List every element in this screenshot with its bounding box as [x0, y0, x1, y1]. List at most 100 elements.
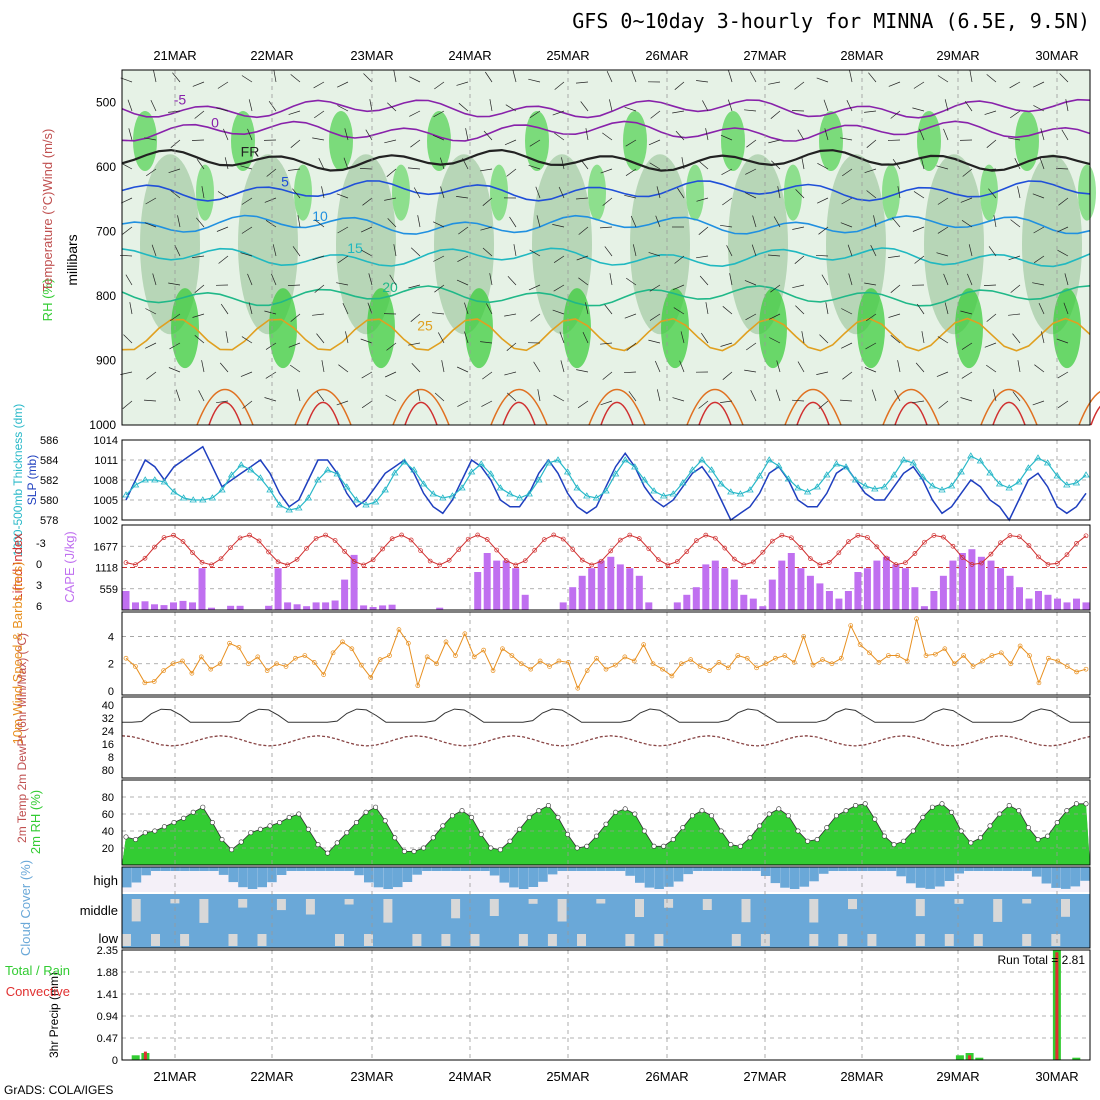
- wind-barb: [313, 110, 325, 119]
- wind-barb: [507, 275, 517, 286]
- cloud-high-bar: [218, 867, 229, 875]
- cloud-high-bar: [286, 867, 297, 871]
- lifted-marker: [674, 559, 680, 564]
- wind-barb: [1039, 157, 1045, 170]
- cloud-high-bar: [228, 867, 238, 883]
- lifted-marker: [294, 556, 300, 562]
- wind-barb: [1032, 282, 1045, 286]
- thickness-marker: [679, 479, 687, 486]
- rh-shade-high: [269, 288, 297, 369]
- rh2m-marker: [469, 814, 475, 820]
- wind-marker: [678, 661, 684, 667]
- wind-barb: [384, 139, 397, 144]
- cloud-gap-low: [518, 934, 528, 946]
- thickness-marker: [794, 484, 802, 491]
- wind-barb: [361, 371, 373, 379]
- cloud-high-bar: [838, 867, 848, 871]
- wind-barb: [150, 99, 157, 112]
- wind-barb: [489, 99, 493, 112]
- wind-barb: [316, 391, 325, 402]
- wind-barb: [168, 367, 181, 373]
- wind-barb: [937, 75, 949, 83]
- lifted-marker: [693, 538, 699, 543]
- wind-marker: [274, 661, 279, 667]
- wind-barb: [752, 215, 757, 228]
- thickness-marker: [592, 494, 601, 501]
- cape-bar: [825, 591, 833, 610]
- thickness-marker: [506, 490, 514, 497]
- thickness-marker: [746, 486, 754, 493]
- rh-shade-high: [857, 288, 885, 369]
- wind-barb: [268, 100, 277, 112]
- wind-barb: [604, 246, 613, 257]
- precip-total-bar: [1072, 1057, 1081, 1060]
- temp-arc-30: [490, 389, 548, 426]
- thickness-marker: [179, 494, 188, 501]
- wind-barb: [825, 302, 829, 315]
- date-label-bottom: 30MAR: [1035, 1069, 1078, 1084]
- wind-barb: [649, 162, 661, 170]
- wind-barb: [321, 186, 325, 199]
- cape-bar: [968, 549, 976, 610]
- wind-barb: [410, 313, 421, 322]
- wind-barb: [241, 75, 253, 83]
- wind-barb: [264, 310, 277, 315]
- lifted-marker: [646, 546, 652, 552]
- wind-marker: [820, 657, 825, 662]
- cape-bar: [141, 601, 149, 610]
- date-label-top: 26MAR: [645, 48, 688, 63]
- cape-bar: [189, 602, 196, 610]
- wind-barb: [823, 99, 829, 112]
- date-label-bottom: 21MAR: [153, 1069, 196, 1084]
- wind-barb: [985, 364, 997, 373]
- wind-marker: [791, 660, 797, 665]
- thickness-marker: [909, 459, 917, 466]
- wind-marker: [518, 661, 524, 667]
- cloud-high-bar: [896, 867, 906, 877]
- wind-barb: [224, 157, 229, 170]
- wind-marker: [293, 655, 298, 661]
- rh-shade-high: [588, 164, 606, 221]
- rh2m-marker: [449, 813, 455, 819]
- wind-barb: [321, 360, 325, 373]
- wind-barb: [624, 313, 637, 319]
- wind-marker: [631, 658, 637, 664]
- wind-barb: [794, 81, 805, 90]
- cloud-gap-low: [973, 934, 983, 946]
- wind-marker: [801, 634, 806, 639]
- wind-barb: [674, 81, 685, 90]
- lifted-marker: [351, 559, 357, 564]
- cloud-gap-middle: [344, 899, 354, 905]
- thickness-marker: [563, 468, 572, 475]
- wind-barb: [984, 110, 997, 115]
- wind-barb: [961, 342, 973, 350]
- lifted-panel-frame: [121, 524, 1091, 611]
- cloud-high-bar: [644, 867, 655, 888]
- thickness-marker: [333, 470, 341, 477]
- wind-barb: [967, 273, 973, 286]
- precip-axis-label: 3hr Precip (mm): [47, 972, 61, 1058]
- cape-bar: [740, 594, 748, 610]
- precip-total-bar: [131, 1055, 140, 1060]
- temp-arc-30: [294, 389, 352, 426]
- thickness-marker: [247, 466, 255, 473]
- wind-marker: [829, 661, 835, 667]
- cloud-high-bar: [460, 867, 471, 871]
- wind-barb: [672, 284, 685, 291]
- cloud-gap-low: [577, 934, 586, 946]
- cape-bar: [122, 591, 130, 610]
- wind-barb: [129, 302, 133, 315]
- thickness-marker: [352, 496, 361, 503]
- thickness-marker: [611, 470, 620, 477]
- cloud-high-bar: [751, 867, 761, 871]
- wind-barb: [600, 168, 613, 174]
- rh2m-marker: [277, 819, 283, 825]
- rh2m-marker: [315, 842, 321, 848]
- date-label-top: 23MAR: [350, 48, 393, 63]
- pressure-tick: 900: [96, 353, 116, 367]
- lifted-marker: [513, 562, 519, 568]
- cloud-high-bar: [577, 867, 587, 871]
- wind-barb: [1056, 226, 1069, 233]
- temp-arc-30: [980, 389, 1038, 426]
- wind-marker: [895, 653, 901, 658]
